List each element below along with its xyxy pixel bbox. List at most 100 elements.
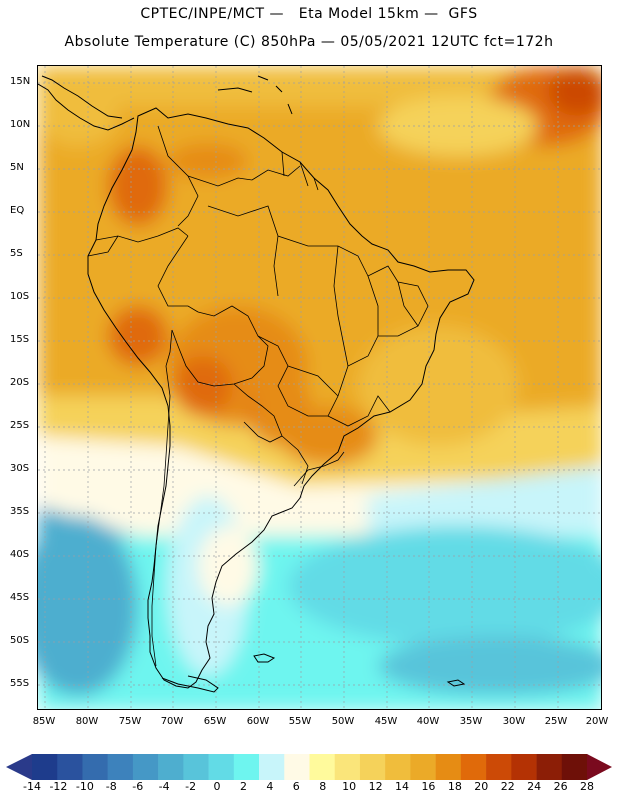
border-chile-argentina xyxy=(151,365,171,667)
central-america-inner xyxy=(41,75,123,119)
lat-label-30s: 30S xyxy=(10,463,30,474)
field-hot-ne xyxy=(548,66,601,116)
colorbar-high-arrow xyxy=(587,754,612,780)
colorbar-segment xyxy=(460,754,487,780)
field-chaco-core xyxy=(173,356,233,416)
border-ecuador xyxy=(87,235,119,257)
border-bolivia xyxy=(171,305,269,387)
colorbar-segment xyxy=(183,754,209,780)
colorbar-tick-label: 16 xyxy=(421,780,436,793)
lat-label-55s: 55S xyxy=(10,678,30,689)
colorbar-tick-label: 28 xyxy=(580,780,595,793)
colorbar-tick-label: 10 xyxy=(342,780,357,793)
border-uruguay xyxy=(293,451,345,487)
colorbar-segment xyxy=(359,754,386,780)
border-peru-brazil xyxy=(157,235,199,313)
lon-label-60w: 60W xyxy=(246,716,270,727)
colorbar-segments xyxy=(32,754,588,780)
colorbar xyxy=(6,754,612,780)
central-america-coast xyxy=(38,83,135,131)
colorbar-tick-label: 18 xyxy=(447,780,462,793)
map-title-line2: Absolute Temperature (C) 850hPa — 05/05/… xyxy=(64,34,554,50)
lon-label-65w: 65W xyxy=(203,716,227,727)
border-brazil-states-2 xyxy=(273,235,419,427)
field-venezuela xyxy=(168,143,248,179)
border-venezuela-brazil xyxy=(187,165,301,187)
map-title-line1: CPTEC/INPE/MCT — Eta Model 15km — GFS xyxy=(140,6,478,22)
colorbar-segment xyxy=(284,754,310,780)
lat-label-10s: 10S xyxy=(10,291,30,302)
colorbar-tick-label: 0 xyxy=(213,780,221,793)
colorbar-tick-label: -12 xyxy=(49,780,68,793)
colorbar-tick-label: 6 xyxy=(292,780,300,793)
map-panel xyxy=(37,65,602,710)
lon-label-35w: 35W xyxy=(459,716,483,727)
colorbar-segment xyxy=(561,754,588,780)
map-gridlines xyxy=(38,66,601,709)
colorbar-segment xyxy=(309,754,336,780)
lat-label-40s: 40S xyxy=(10,549,30,560)
lon-label-20w: 20W xyxy=(585,716,609,727)
border-colombia-venezuela xyxy=(157,125,199,227)
colorbar-tick-label: 4 xyxy=(266,780,274,793)
lat-label-5n: 5N xyxy=(10,162,24,173)
field-patagonia-warm xyxy=(198,526,258,606)
colorbar-segment xyxy=(511,754,537,780)
field-cyan-swirl xyxy=(288,526,601,646)
border-argentina-brazil xyxy=(281,435,309,485)
colorbar-segment xyxy=(208,754,235,780)
colorbar-tick-label: 8 xyxy=(319,780,327,793)
lat-label-25s: 25S xyxy=(10,420,30,431)
colorbar-tick-label: 14 xyxy=(395,780,410,793)
lon-label-25w: 25W xyxy=(544,716,568,727)
lat-label-eq: EQ xyxy=(10,205,25,216)
colorbar-segment xyxy=(536,754,563,780)
colorbar-tick-label: 2 xyxy=(239,780,247,793)
lon-label-80w: 80W xyxy=(75,716,99,727)
colorbar-segment xyxy=(233,754,260,780)
field-south-brazil xyxy=(278,406,378,466)
border-colombia-peru xyxy=(95,227,189,243)
colorbar-segment xyxy=(132,754,159,780)
colorbar-segment xyxy=(334,754,361,780)
colorbar-tick-label: -14 xyxy=(23,780,41,793)
lat-label-15s: 15S xyxy=(10,334,30,345)
lat-label-20s: 20S xyxy=(10,377,30,388)
colorbar-tick-label: -2 xyxy=(185,780,197,793)
lat-label-15n: 15N xyxy=(10,76,31,87)
colorbar-segment xyxy=(107,754,134,780)
south-georgia xyxy=(446,679,466,687)
colorbar-segment xyxy=(57,754,83,780)
colorbar-tick-label: 24 xyxy=(527,780,542,793)
border-paraguay xyxy=(233,383,283,443)
colorbar-tick-label: -6 xyxy=(132,780,144,793)
field-east-coast xyxy=(358,326,518,446)
field-caribbean xyxy=(38,86,118,146)
field-peru xyxy=(108,306,168,366)
lon-label-50w: 50W xyxy=(331,716,355,727)
lon-label-40w: 40W xyxy=(416,716,440,727)
coastline xyxy=(38,75,475,693)
colorbar-tick-label: 26 xyxy=(553,780,568,793)
colorbar-tick-label: -8 xyxy=(105,780,117,793)
field-colombia xyxy=(108,146,168,226)
south-america-coast xyxy=(87,107,475,689)
colorbar-tick-label: -4 xyxy=(158,780,170,793)
colorbar-segment xyxy=(410,754,436,780)
lat-label-10n: 10N xyxy=(10,119,31,130)
lat-label-35s: 35S xyxy=(10,506,30,517)
lat-label-50s: 50S xyxy=(10,635,30,646)
lon-label-85w: 85W xyxy=(32,716,56,727)
border-peru-chile xyxy=(165,329,173,367)
colorbar-segment xyxy=(158,754,184,780)
colorbar-segment xyxy=(82,754,108,780)
colorbar-segment xyxy=(259,754,285,780)
caribbean-islands xyxy=(217,75,293,115)
border-guianas xyxy=(281,151,319,191)
colorbar-tick-label: 12 xyxy=(368,780,383,793)
colorbar-tick-label: -10 xyxy=(75,780,94,793)
colorbar-segment xyxy=(486,754,512,780)
tierra-del-fuego xyxy=(161,675,219,693)
colorbar-segment xyxy=(32,754,58,780)
lon-label-45w: 45W xyxy=(374,716,398,727)
